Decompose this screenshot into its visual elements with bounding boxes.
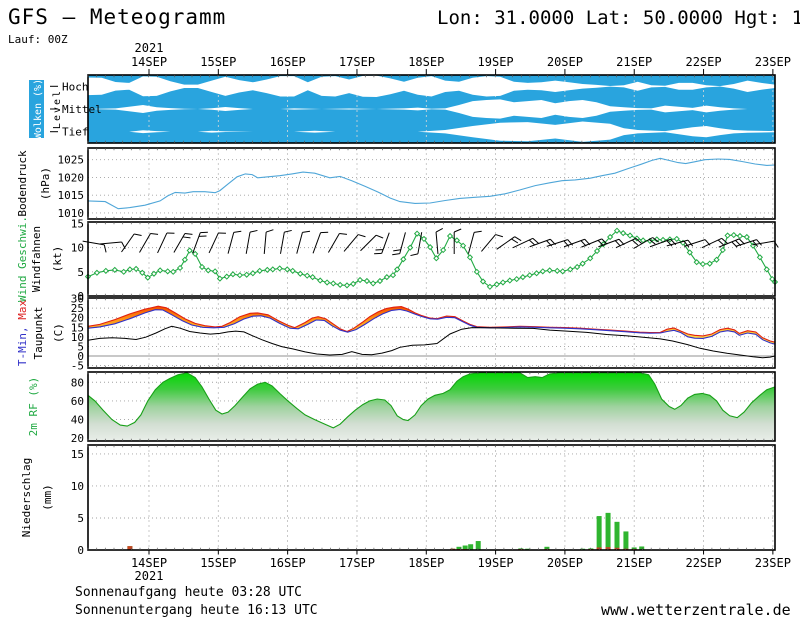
svg-text:19SEP: 19SEP xyxy=(478,556,514,570)
svg-text:0: 0 xyxy=(77,290,84,303)
svg-text:2m RF (%): 2m RF (%) xyxy=(27,377,40,437)
svg-text:16SEP: 16SEP xyxy=(270,55,306,69)
svg-text:80: 80 xyxy=(71,376,84,389)
wind-panel: 0 5 10 15 Wind Geschwi. Windfahnen (kt) xyxy=(16,216,779,303)
coordinates-label: Lon: 31.0000 Lat: 50.0000 Hgt: 1 xyxy=(437,7,800,29)
svg-text:40: 40 xyxy=(71,414,84,427)
wind-barbs xyxy=(82,228,779,257)
svg-text:1015: 1015 xyxy=(58,189,85,202)
humidity-panel: 20 40 60 80 2m RF (%) xyxy=(27,371,776,445)
svg-text:18SEP: 18SEP xyxy=(408,556,444,570)
svg-text:17SEP: 17SEP xyxy=(339,55,375,69)
website-link[interactable]: www.wetterzentrale.de xyxy=(601,601,791,619)
svg-text:(kt): (kt) xyxy=(51,246,64,273)
svg-text:21SEP: 21SEP xyxy=(616,55,652,69)
svg-text:Hoch: Hoch xyxy=(62,80,89,93)
svg-text:-5: -5 xyxy=(71,360,84,373)
run-label: Lauf: 00Z xyxy=(8,33,68,46)
svg-text:5: 5 xyxy=(77,266,84,279)
svg-text:Tief: Tief xyxy=(62,126,89,139)
page-title: GFS – Meteogramm xyxy=(8,5,227,29)
tmax-line xyxy=(87,305,776,343)
svg-text:25: 25 xyxy=(71,302,84,315)
svg-text:0: 0 xyxy=(77,350,84,363)
svg-text:20SEP: 20SEP xyxy=(547,55,583,69)
precipitation-panel: 0 5 10 15 Niederschlag (mm) xyxy=(20,444,776,557)
svg-text:23SEP: 23SEP xyxy=(755,55,791,69)
sunset-label: Sonnenuntergang heute 16:13 UTC xyxy=(75,603,318,618)
svg-text:10: 10 xyxy=(71,480,84,493)
svg-text:1025: 1025 xyxy=(58,154,85,167)
svg-text:60: 60 xyxy=(71,395,84,408)
svg-text:22SEP: 22SEP xyxy=(685,55,721,69)
svg-text:5: 5 xyxy=(77,512,84,525)
svg-text:Niederschlag: Niederschlag xyxy=(20,458,33,537)
svg-text:19SEP: 19SEP xyxy=(478,55,514,69)
svg-text:(hPa): (hPa) xyxy=(39,167,52,200)
x-axis-bottom: 14SEP 15SEP 16SEP 17SEP 18SEP 19SEP 20SEP 21SEP… xyxy=(131,550,791,583)
svg-text:18SEP: 18SEP xyxy=(408,55,444,69)
svg-text:17SEP: 17SEP xyxy=(339,556,375,570)
svg-text:(mm): (mm) xyxy=(41,484,54,511)
sunrise-label: Sonnenaufgang heute 03:28 UTC xyxy=(75,585,302,600)
svg-text:Wind Geschwi.: Wind Geschwi. xyxy=(16,216,29,302)
svg-text:0: 0 xyxy=(77,544,84,557)
svg-text:15: 15 xyxy=(71,448,84,461)
svg-text:22SEP: 22SEP xyxy=(685,556,721,570)
svg-text:15SEP: 15SEP xyxy=(200,55,236,69)
svg-text:Bodendruck: Bodendruck xyxy=(16,150,29,217)
svg-text:20: 20 xyxy=(71,312,84,325)
svg-text:T-Min, Max: T-Min, Max xyxy=(16,300,29,367)
humidity-line xyxy=(87,372,776,429)
wind-speed-markers xyxy=(84,227,779,290)
svg-text:14SEP: 14SEP xyxy=(131,55,167,69)
svg-text:10: 10 xyxy=(71,242,84,255)
dewpoint-line xyxy=(87,325,776,359)
svg-text:(C): (C) xyxy=(52,323,65,343)
cloud-cover-low xyxy=(88,121,775,142)
svg-text:Mittel: Mittel xyxy=(62,103,102,116)
svg-text:Taupunkt: Taupunkt xyxy=(32,307,45,360)
wind-speed-curve xyxy=(87,230,776,288)
svg-text:15SEP: 15SEP xyxy=(200,556,236,570)
pressure-curve xyxy=(87,157,776,210)
svg-text:1010: 1010 xyxy=(58,207,85,220)
svg-text:2021: 2021 xyxy=(135,569,164,583)
svg-text:10: 10 xyxy=(71,331,84,344)
svg-text:2021: 2021 xyxy=(135,41,164,55)
pressure-panel: 1010 1015 1020 1025 Bodendruck (hPa) xyxy=(16,147,776,220)
svg-text:Wolken (%): Wolken (%) xyxy=(33,79,44,139)
cloud-cover-mid xyxy=(88,99,775,119)
svg-text:21SEP: 21SEP xyxy=(616,556,652,570)
svg-text:20SEP: 20SEP xyxy=(547,556,583,570)
cloud-cover-high xyxy=(88,75,775,97)
svg-text:15: 15 xyxy=(71,217,84,230)
humidity-area xyxy=(88,372,775,441)
tmin-line xyxy=(87,308,776,345)
svg-text:23SEP: 23SEP xyxy=(755,556,791,570)
svg-text:20: 20 xyxy=(71,432,84,445)
svg-text:30: 30 xyxy=(71,293,84,306)
svg-text:14SEP: 14SEP xyxy=(131,556,167,570)
svg-text:5: 5 xyxy=(77,340,84,353)
svg-text:Windfahnen: Windfahnen xyxy=(30,226,43,292)
svg-text:1020: 1020 xyxy=(58,171,85,184)
svg-text:16SEP: 16SEP xyxy=(270,556,306,570)
svg-text:15: 15 xyxy=(71,321,84,334)
